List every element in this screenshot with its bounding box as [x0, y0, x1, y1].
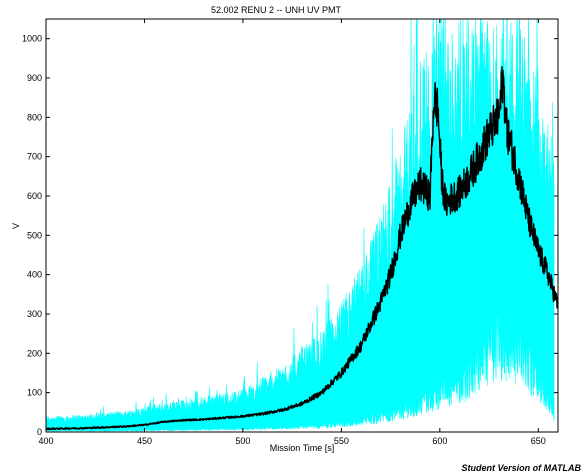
y-tick-label: 300 [27, 309, 42, 319]
x-tick-label: 650 [531, 436, 546, 446]
y-axis: 0 100 200 300 400 500 600 700 800 900 1000 [22, 34, 558, 437]
series-envelope-0 [46, 19, 555, 432]
y-axis-label: V [11, 223, 21, 229]
y-tick-label: 600 [27, 191, 42, 201]
plot-area [46, 19, 558, 432]
watermark-text: Student Version of MATLAB [462, 463, 582, 473]
chart-title: 52.002 RENU 2 -- UNH UV PMT [211, 5, 342, 15]
y-tick-label: 800 [27, 112, 42, 122]
axes-frame [45, 18, 559, 433]
y-tick-label: 400 [27, 270, 42, 280]
y-tick-label: 100 [27, 388, 42, 398]
x-axis-label: Mission Time [s] [270, 443, 335, 453]
y-tick-label: 700 [27, 152, 42, 162]
y-tick-label: 1000 [22, 34, 42, 44]
x-tick-label: 400 [38, 436, 53, 446]
x-tick-label: 600 [432, 436, 447, 446]
x-tick-label: 500 [235, 436, 250, 446]
y-tick-label: 0 [37, 427, 42, 437]
x-axis: 400 450 500 550 600 650 [38, 19, 546, 446]
x-tick-label: 550 [334, 436, 349, 446]
x-tick-label: 450 [137, 436, 152, 446]
y-tick-label: 200 [27, 348, 42, 358]
y-tick-label: 900 [27, 73, 42, 83]
y-tick-label: 500 [27, 230, 42, 240]
series-line-1 [46, 66, 558, 431]
